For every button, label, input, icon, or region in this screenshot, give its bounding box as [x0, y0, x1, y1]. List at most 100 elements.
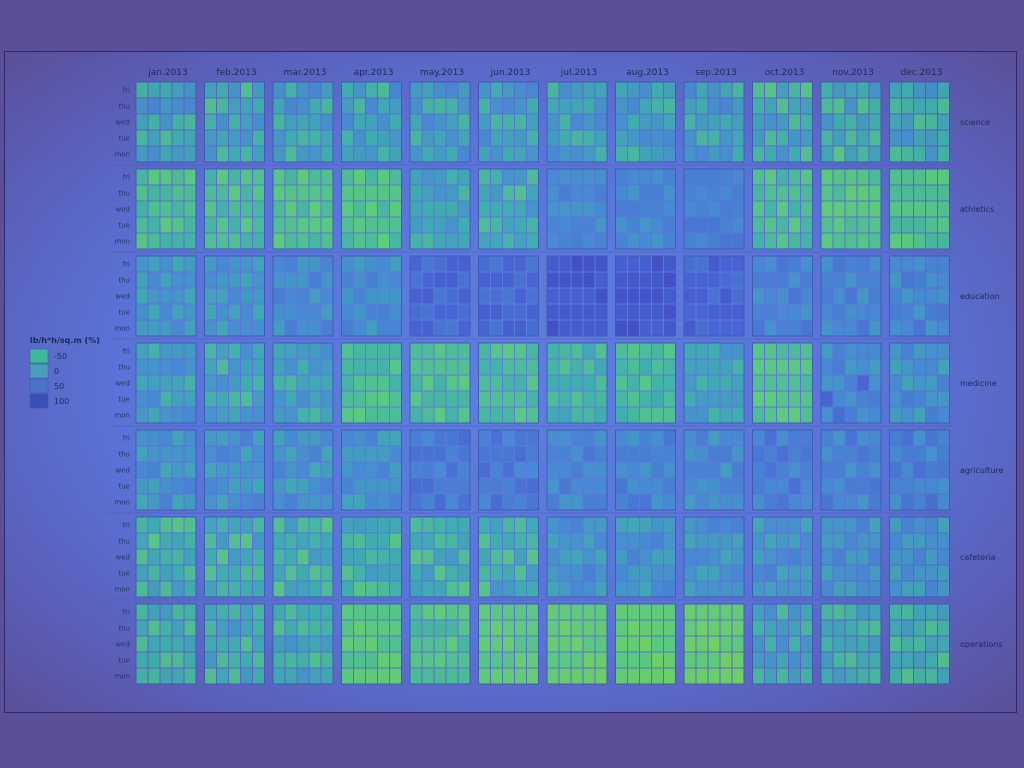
heatmap-cell	[503, 494, 514, 510]
heatmap-cell	[285, 652, 297, 668]
heatmap-cell	[765, 185, 776, 201]
heatmap-cell	[765, 169, 776, 185]
heatmap-cell	[241, 359, 252, 375]
heatmap-cell	[184, 565, 196, 581]
heatmap-cell	[458, 604, 470, 620]
heatmap-cell	[628, 478, 639, 494]
heatmap-cell	[753, 517, 764, 533]
heatmap-cell	[914, 430, 925, 446]
heatmap-cell	[845, 130, 857, 146]
heatmap-cell	[354, 82, 365, 98]
heatmap-cell	[765, 462, 776, 478]
heatmap-cell	[366, 517, 377, 533]
heatmap-cell	[857, 185, 869, 201]
legend-tick-label: 50	[54, 382, 64, 391]
heatmap-cell	[229, 549, 240, 565]
heatmap-cell	[148, 430, 160, 446]
heatmap-cell	[696, 114, 708, 130]
heatmap-cell	[253, 533, 264, 549]
heatmap-cell	[845, 478, 857, 494]
heatmap-cell	[684, 636, 696, 652]
heatmap-cell	[664, 549, 675, 565]
heatmap-cell	[926, 98, 937, 114]
heatmap-cell	[297, 407, 309, 423]
heatmap-cell	[720, 359, 732, 375]
heatmap-cell	[410, 114, 422, 130]
heatmap-cell	[857, 320, 869, 336]
heatmap-cell	[664, 320, 675, 336]
heatmap-cell	[684, 549, 696, 565]
heatmap-cell	[297, 343, 309, 359]
heatmap-cell	[926, 233, 937, 249]
heatmap-cell	[664, 620, 675, 636]
heatmap-cell	[205, 82, 216, 98]
heatmap-cell	[297, 130, 309, 146]
heatmap-cell	[753, 375, 764, 391]
heatmap-cell	[821, 478, 833, 494]
heatmap-cell	[732, 359, 744, 375]
heatmap-cell	[696, 146, 708, 162]
heatmap-cell	[547, 288, 559, 304]
heatmap-cell	[765, 82, 776, 98]
heatmap-cell	[285, 517, 297, 533]
heatmap-cell	[720, 185, 732, 201]
heatmap-cell	[708, 98, 720, 114]
heatmap-cell	[515, 343, 526, 359]
heatmap-cell	[547, 494, 559, 510]
heatmap-cell	[789, 430, 800, 446]
heatmap-cell	[765, 604, 776, 620]
heatmap-cell	[708, 620, 720, 636]
heatmap-cell	[571, 217, 583, 233]
month-label: oct.2013	[765, 68, 805, 78]
heatmap-cell	[801, 288, 812, 304]
heatmap-cell	[708, 256, 720, 272]
heatmap-cell	[378, 130, 389, 146]
heatmap-cell	[309, 272, 321, 288]
heatmap-cell	[765, 446, 776, 462]
heatmap-cell	[366, 304, 377, 320]
heatmap-cell	[595, 494, 607, 510]
heatmap-cell	[241, 620, 252, 636]
heatmap-cell	[732, 549, 744, 565]
month-panel	[409, 168, 471, 250]
heatmap-cell	[205, 565, 216, 581]
heatmap-cell	[285, 375, 297, 391]
heatmap-cell	[342, 636, 353, 652]
heatmap-cell	[321, 217, 333, 233]
heatmap-cell	[527, 130, 538, 146]
heatmap-cell	[559, 130, 571, 146]
heatmap-cell	[559, 581, 571, 597]
heatmap-cell	[583, 533, 595, 549]
heatmap-cell	[479, 533, 490, 549]
heatmap-cell	[479, 82, 490, 98]
heatmap-cell	[753, 146, 764, 162]
month-panel	[478, 255, 539, 337]
heatmap-cell	[491, 114, 502, 130]
heatmap-cell	[354, 517, 365, 533]
heatmap-cell	[458, 272, 470, 288]
heatmap-cell	[366, 114, 377, 130]
heatmap-cell	[571, 620, 583, 636]
heatmap-cell	[845, 446, 857, 462]
heatmap-cell	[229, 462, 240, 478]
heatmap-cell	[708, 494, 720, 510]
heatmap-cell	[354, 407, 365, 423]
heatmap-cell	[684, 604, 696, 620]
heatmap-cell	[446, 98, 458, 114]
heatmap-cell	[720, 272, 732, 288]
heatmap-cell	[696, 375, 708, 391]
heatmap-cell	[342, 288, 353, 304]
heatmap-cell	[309, 581, 321, 597]
heatmap-cell	[821, 185, 833, 201]
heatmap-cell	[410, 272, 422, 288]
heatmap-cell	[732, 272, 744, 288]
heatmap-cell	[845, 169, 857, 185]
heatmap-cell	[366, 288, 377, 304]
heatmap-cell	[616, 146, 627, 162]
heatmap-cell	[547, 652, 559, 668]
heatmap-cell	[583, 462, 595, 478]
heatmap-cell	[801, 272, 812, 288]
heatmap-cell	[410, 517, 422, 533]
heatmap-cell	[684, 130, 696, 146]
heatmap-cell	[696, 494, 708, 510]
